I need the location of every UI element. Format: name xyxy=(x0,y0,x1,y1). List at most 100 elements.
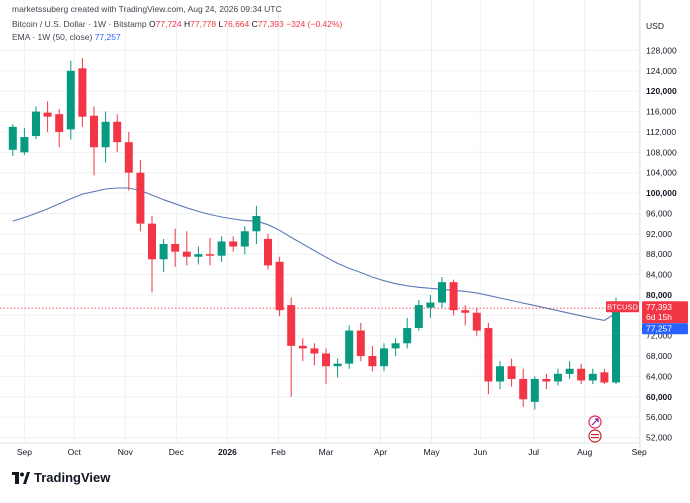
x-tick-label: Jul xyxy=(528,447,539,457)
candle-body xyxy=(496,366,504,382)
flag-stripe-icon xyxy=(591,437,599,439)
candle-body xyxy=(449,282,458,311)
candle-body xyxy=(90,115,98,148)
candle-body xyxy=(275,261,284,311)
candle-body xyxy=(588,373,597,381)
close-value: 77,393 xyxy=(257,19,284,29)
y-tick-label: 64,000 xyxy=(646,371,672,381)
candle-body xyxy=(554,373,562,382)
ema-header: EMA · 1W (50, close) 77,257 xyxy=(12,32,121,42)
candle-body xyxy=(519,378,528,400)
candle-body xyxy=(414,305,423,329)
y-tick-label: 88,000 xyxy=(646,249,672,259)
ema-label: EMA · 1W (50, close) xyxy=(12,32,93,42)
candle-body xyxy=(171,244,180,252)
candle-body xyxy=(484,328,493,382)
flag-stripe-icon xyxy=(591,434,599,436)
y-tick-label: 112,000 xyxy=(646,127,676,137)
symbol-label: Bitcoin / U.S. Dollar · 1W · Bitstamp xyxy=(12,19,147,29)
x-tick-label: Mar xyxy=(319,447,334,457)
event-arrow-icon xyxy=(591,418,599,426)
y-tick-label: 120,000 xyxy=(646,86,677,96)
candle-body xyxy=(32,111,40,137)
candle-body xyxy=(438,282,446,303)
high-label: H xyxy=(184,19,191,29)
y-tick-label: 108,000 xyxy=(646,147,677,157)
candle-body xyxy=(333,363,342,367)
y-tick-label: 104,000 xyxy=(646,168,677,178)
candle-body xyxy=(182,251,191,257)
x-tick-label: Jun xyxy=(473,447,487,457)
candle-body xyxy=(66,70,75,130)
price-tag-countdown: 6d 15h xyxy=(646,312,672,322)
candle-body xyxy=(368,356,377,367)
candle-body xyxy=(124,142,133,173)
ticker-tag-label: BTCUSD xyxy=(607,303,638,312)
currency-label[interactable]: USD xyxy=(646,21,664,31)
candle-body xyxy=(530,378,539,402)
candle-body xyxy=(600,372,609,383)
candle-body xyxy=(264,238,272,266)
open-label: O xyxy=(149,19,156,29)
y-tick-label: 100,000 xyxy=(646,188,677,198)
ema-tag xyxy=(642,323,688,335)
x-tick-label: Oct xyxy=(68,447,82,457)
candle-body xyxy=(148,223,156,260)
low-value: 76,664 xyxy=(223,19,250,29)
x-tick-label: 2026 xyxy=(218,447,237,457)
y-tick-label: 92,000 xyxy=(646,229,672,239)
candle-body xyxy=(229,241,238,247)
candle-body xyxy=(78,68,87,117)
candle-body xyxy=(356,330,365,357)
candle-body xyxy=(55,114,64,132)
tradingview-logo: TradingView xyxy=(12,470,110,485)
candle-body xyxy=(101,121,110,148)
y-tick-label: 124,000 xyxy=(646,66,677,76)
candle-body xyxy=(298,345,307,349)
change-value: −324 (−0.42%) xyxy=(286,19,343,29)
y-tick-label: 96,000 xyxy=(646,208,672,218)
ema-tag-value: 77,257 xyxy=(646,324,672,334)
y-tick-label: 128,000 xyxy=(646,46,677,56)
x-tick-label: Apr xyxy=(374,447,387,457)
y-tick-label: 116,000 xyxy=(646,107,676,117)
y-tick-label: 68,000 xyxy=(646,351,672,361)
candle-body xyxy=(113,121,122,143)
close-label: C xyxy=(251,19,258,29)
candle-body xyxy=(159,244,168,260)
candle-body xyxy=(287,305,296,346)
candle-body xyxy=(206,254,214,256)
x-tick-label: Feb xyxy=(271,447,286,457)
low-label: L xyxy=(218,19,224,29)
candle-body xyxy=(8,126,17,150)
candle-body xyxy=(345,330,354,364)
candle-body xyxy=(252,215,261,232)
candle-body xyxy=(20,137,29,153)
high-value: 77,778 xyxy=(190,19,217,29)
candle-body xyxy=(217,241,226,256)
candle-body xyxy=(472,312,481,331)
y-tick-label: 56,000 xyxy=(646,412,672,422)
x-tick-label: Sep xyxy=(17,447,32,457)
price-tag xyxy=(642,301,688,324)
ohlc-header: Bitcoin / U.S. Dollar · 1W · Bitstamp O7… xyxy=(12,19,342,29)
candle-body xyxy=(391,343,400,349)
candle-body xyxy=(577,368,586,381)
chart-caption: marketssuberg created with TradingView.c… xyxy=(12,4,282,14)
candle-body xyxy=(542,378,551,382)
candle-body xyxy=(426,302,435,308)
open-value: 77,724 xyxy=(155,19,182,29)
y-tick-label: 72,000 xyxy=(646,331,672,341)
candle-body xyxy=(194,254,203,257)
candle-body xyxy=(612,306,620,383)
candle-body xyxy=(43,112,52,117)
tradingview-brand: TradingView xyxy=(34,470,111,485)
price-tag-value: 77,393 xyxy=(646,302,672,312)
candle-body xyxy=(380,348,388,367)
candle-body xyxy=(136,172,145,224)
x-tick-label: Nov xyxy=(118,447,134,457)
candle-body xyxy=(310,348,319,354)
y-tick-label: 84,000 xyxy=(646,270,672,280)
candle-body xyxy=(403,328,412,344)
y-tick-label: 80,000 xyxy=(646,290,672,300)
